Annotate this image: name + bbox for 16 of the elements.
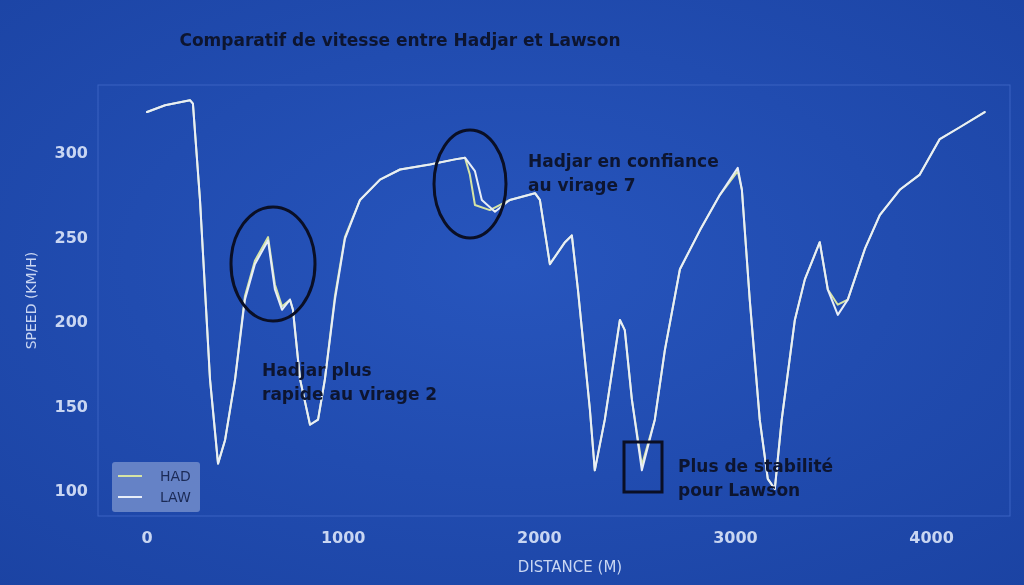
y-tick-label: 150	[54, 396, 88, 416]
x-tick-label: 1000	[320, 528, 366, 547]
x-tick-label: 4000	[909, 528, 954, 547]
legend-label: LAW	[160, 488, 191, 505]
y-tick-label: 300	[54, 143, 88, 163]
y-axis-title: SPEED (KM/H)	[23, 251, 39, 350]
y-tick-label: 100	[54, 481, 88, 501]
annotation: Hadjar en confiance au virage 7	[528, 151, 719, 195]
y-tick-label: 200	[54, 312, 88, 332]
legend-label: HAD	[160, 467, 191, 484]
y-tick-label: 250	[54, 227, 88, 247]
x-tick-label: 2000	[517, 528, 562, 547]
x-tick-label: 3000	[713, 528, 758, 547]
x-tick-label: 0	[141, 528, 153, 547]
chart-title: Comparatif de vitesse entre Hadjar et Lawson	[179, 30, 621, 50]
x-axis-title: DISTANCE (M)	[517, 558, 623, 576]
